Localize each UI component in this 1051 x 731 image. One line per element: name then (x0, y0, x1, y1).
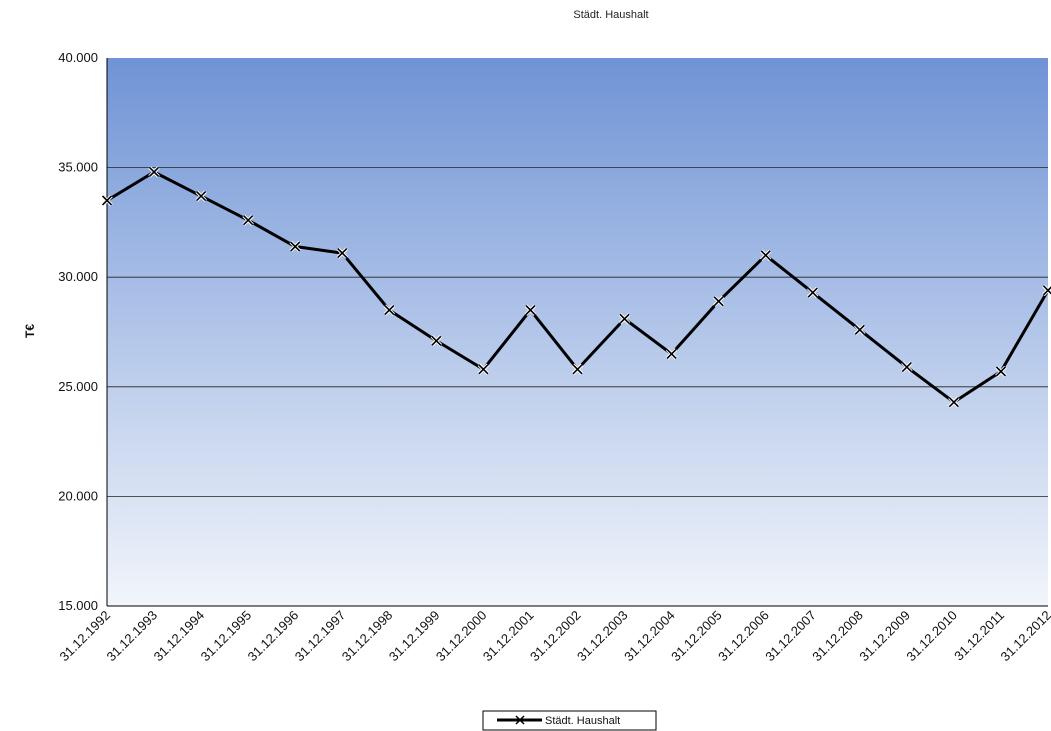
gridlines (107, 167, 1048, 497)
data-point-marker (712, 295, 725, 308)
x-axis: 31.12.199231.12.199331.12.199431.12.1995… (56, 605, 1051, 665)
y-tick-label: 35.000 (58, 160, 98, 175)
data-point-marker (148, 166, 160, 178)
data-point-marker (336, 247, 348, 259)
data-point-marker (618, 313, 631, 325)
legend-marker-swatch (515, 715, 525, 725)
y-tick-label: 30.000 (58, 269, 98, 284)
legend-box (482, 710, 657, 731)
data-point-marker (101, 194, 113, 207)
y-tick-label: 20.000 (58, 488, 98, 503)
data-point-marker (430, 335, 443, 347)
chart-title: Städt. Haushalt (573, 9, 648, 21)
data-point-marker (383, 304, 396, 316)
data-point-marker (477, 363, 490, 376)
data-point-marker (807, 286, 819, 299)
y-tick-label: 25.000 (58, 379, 98, 394)
y-axis-label: T€ (23, 324, 37, 338)
data-point-marker (195, 190, 207, 202)
data-point-marker (854, 324, 866, 336)
data-point-marker (665, 348, 678, 360)
data-point-marker (524, 304, 537, 316)
x-tick-label: 31.12.2012 (997, 608, 1051, 665)
data-point-marker (995, 365, 1007, 378)
legend: Städt. Haushalt (482, 710, 657, 731)
plot-area (107, 58, 1048, 606)
data-point-marker (901, 361, 913, 373)
y-tick-label: 15.000 (58, 598, 98, 613)
series-layer (101, 166, 1051, 408)
x-tick-label: 31.12.2010 (903, 608, 960, 665)
data-point-marker (289, 240, 301, 253)
legend-entry-label: Städt. Haushalt (545, 715, 620, 727)
data-point-marker (759, 249, 772, 262)
data-point-marker (571, 363, 584, 376)
data-point-marker (1042, 284, 1051, 297)
data-point-marker (242, 214, 254, 226)
y-tick-label: 40.000 (58, 50, 98, 65)
data-point-marker (948, 396, 960, 408)
y-axis: 15.000 20.000 25.000 30.000 35.000 40.000 (58, 50, 108, 613)
